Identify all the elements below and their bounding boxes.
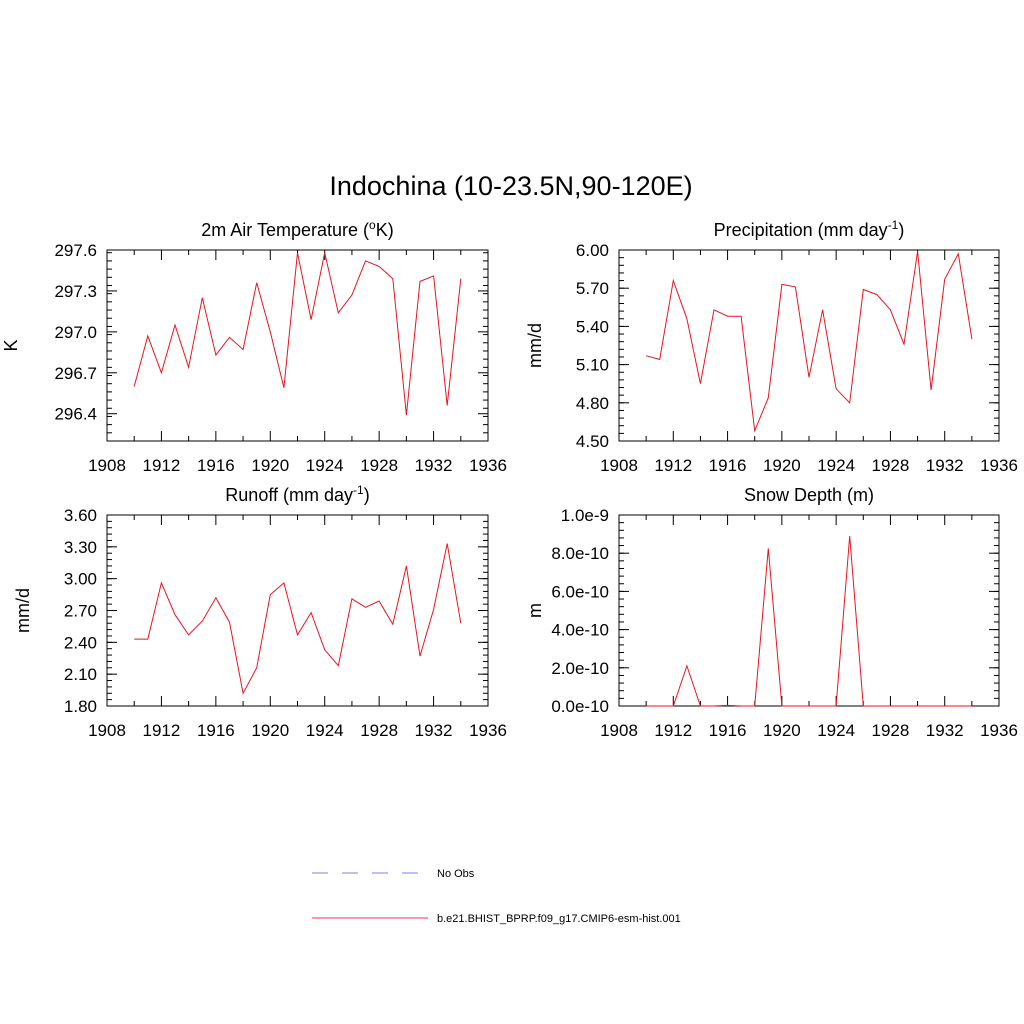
x-tick-label: 1908 [88, 721, 126, 740]
x-tick-label: 1920 [763, 456, 801, 475]
y-axis-label: mm/d [13, 588, 33, 633]
x-tick-label: 1936 [980, 721, 1018, 740]
chart-temperature: 2m Air Temperature (oK) 1908 1912 1916 1920 1… [1, 218, 507, 475]
x-tick-label: 1924 [817, 721, 855, 740]
x-tick-label: 1912 [143, 456, 181, 475]
plot-frame [106, 514, 489, 707]
x-tick-label: 1908 [600, 456, 638, 475]
x-tick-label: 1932 [415, 456, 453, 475]
x-tick-label: 1916 [197, 721, 235, 740]
chart-snow-depth: Snow Depth (m) 1908 1912 1916 1920 1924 1928 19… [525, 485, 1018, 740]
y-axis-label: m [525, 603, 545, 618]
legend: No Obs b.e21.BHIST_BPRP.f09_g17.CMIP6-es… [312, 868, 681, 925]
y-tick-label: 1.0e-9 [561, 506, 609, 525]
plot-frame [618, 249, 1000, 442]
y-tick-label: 6.00 [576, 241, 609, 260]
x-tick-label: 1916 [709, 721, 747, 740]
x-tick-label: 1936 [980, 456, 1018, 475]
plot-frame [618, 514, 1000, 707]
y-tick-label: 5.40 [576, 317, 609, 336]
y-tick-label: 5.10 [576, 356, 609, 375]
chart-precipitation: Precipitation (mm day-1) 1908 1912 1916 1920… [525, 218, 1018, 475]
x-tick-label: 1928 [872, 456, 910, 475]
x-tick-label: 1920 [251, 456, 289, 475]
x-tick-label: 1912 [654, 721, 692, 740]
y-tick-label: 2.40 [64, 633, 97, 652]
panel-title: Snow Depth (m) [744, 485, 874, 505]
x-tick-label: 1908 [88, 456, 126, 475]
x-tick-label: 1932 [926, 721, 964, 740]
y-tick-label: 3.60 [64, 506, 97, 525]
y-tick-label: 4.50 [576, 432, 609, 451]
y-tick-label: 2.70 [64, 602, 97, 621]
plot-frame [106, 249, 489, 442]
panel-title: Runoff (mm day-1) [225, 483, 369, 505]
y-axis-label: mm/d [525, 323, 545, 368]
series-line-model [134, 543, 462, 695]
y-axis-label: K [1, 339, 21, 351]
x-tick-label: 1936 [469, 721, 507, 740]
y-tick-label: 2.10 [64, 665, 97, 684]
y-tick-label: 8.0e-10 [551, 544, 609, 563]
x-tick-label: 1928 [360, 456, 398, 475]
x-tick-label: 1916 [197, 456, 235, 475]
series-line-model [133, 252, 462, 416]
x-tick-label: 1928 [360, 721, 398, 740]
legend-model-label: b.e21.BHIST_BPRP.f09_g17.CMIP6-esm-hist.… [437, 913, 681, 925]
y-tick-label: 1.80 [64, 697, 97, 716]
y-tick-label: 296.7 [54, 364, 97, 383]
y-tick-label: 3.30 [64, 538, 97, 557]
x-tick-label: 1920 [251, 721, 289, 740]
x-tick-label: 1928 [872, 721, 910, 740]
y-tick-label: 4.0e-10 [551, 621, 609, 640]
x-tick-label: 1920 [763, 721, 801, 740]
x-tick-label: 1932 [926, 456, 964, 475]
x-tick-label: 1932 [415, 721, 453, 740]
x-tick-label: 1936 [469, 456, 507, 475]
series-line-model [646, 535, 972, 707]
x-tick-label: 1912 [143, 721, 181, 740]
y-tick-label: 5.70 [576, 279, 609, 298]
y-tick-label: 297.0 [54, 323, 97, 342]
y-tick-label: 6.0e-10 [551, 582, 609, 601]
y-tick-label: 297.6 [54, 241, 97, 260]
x-tick-label: 1912 [654, 456, 692, 475]
chart-runoff: Runoff (mm day-1) 1908 1912 1916 1920 1924 192… [13, 483, 507, 740]
panel-title: 2m Air Temperature (oK) [201, 218, 393, 240]
legend-obs-label: No Obs [437, 868, 475, 880]
chart-panels: 2m Air Temperature (oK) 1908 1912 1916 1920 1… [1, 218, 1018, 740]
panel-title: Precipitation (mm day-1) [714, 218, 905, 240]
y-tick-label: 4.80 [576, 394, 609, 413]
y-tick-label: 3.00 [64, 570, 97, 589]
y-tick-label: 0.0e-10 [551, 697, 609, 716]
x-tick-label: 1924 [306, 456, 344, 475]
figure-title: Indochina (10-23.5N,90-120E) [329, 171, 692, 201]
series-line-model [645, 251, 973, 433]
x-tick-label: 1916 [709, 456, 747, 475]
x-tick-label: 1908 [600, 721, 638, 740]
x-tick-label: 1924 [817, 456, 855, 475]
x-tick-label: 1924 [306, 721, 344, 740]
y-tick-label: 296.4 [54, 405, 97, 424]
y-tick-label: 2.0e-10 [551, 659, 609, 678]
y-tick-label: 297.3 [54, 282, 97, 301]
